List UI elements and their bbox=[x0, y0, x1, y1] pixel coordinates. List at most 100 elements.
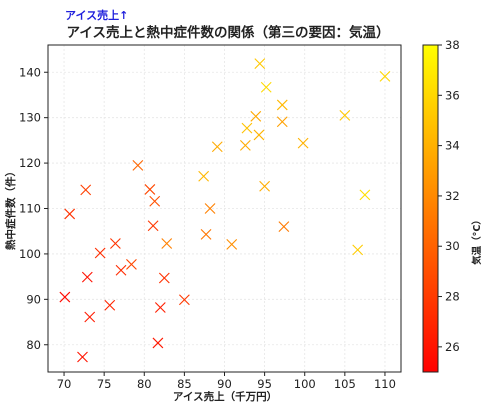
data-point bbox=[200, 228, 212, 240]
data-point bbox=[359, 189, 371, 201]
grid bbox=[48, 45, 401, 372]
point-stroke bbox=[253, 129, 265, 141]
y-tick-label: 130 bbox=[19, 111, 41, 125]
data-point bbox=[297, 137, 309, 149]
y-axis-ticks: 80 90 100 110 120 130 140 bbox=[19, 65, 48, 352]
colorbar-tick-label: 38 bbox=[445, 38, 460, 52]
point-stroke bbox=[276, 116, 288, 128]
data-point bbox=[241, 122, 253, 134]
point-stroke bbox=[359, 189, 371, 201]
data-point bbox=[278, 221, 290, 233]
data-point bbox=[152, 337, 164, 349]
colorbar-ticks: 26 28 30 32 34 36 38 bbox=[438, 38, 460, 354]
colorbar bbox=[422, 44, 439, 373]
x-tick-label: 100 bbox=[294, 377, 316, 391]
chart-annotation: アイス売上↑ bbox=[65, 8, 128, 22]
data-point bbox=[239, 139, 251, 151]
point-stroke bbox=[81, 271, 93, 283]
data-point bbox=[276, 99, 288, 111]
y-tick-label: 80 bbox=[26, 338, 41, 352]
point-stroke bbox=[152, 337, 164, 349]
y-tick-label: 110 bbox=[19, 202, 41, 216]
point-stroke bbox=[80, 184, 92, 196]
point-stroke bbox=[178, 294, 190, 306]
colorbar-tick-label: 26 bbox=[445, 340, 460, 354]
x-tick-label: 90 bbox=[217, 377, 232, 391]
point-stroke bbox=[77, 351, 88, 363]
data-point bbox=[149, 195, 161, 207]
data-point bbox=[226, 238, 238, 250]
point-stroke bbox=[104, 299, 116, 311]
point-stroke bbox=[144, 184, 156, 195]
data-point bbox=[161, 238, 173, 249]
data-point bbox=[204, 203, 216, 214]
data-point bbox=[276, 116, 288, 128]
point-stroke bbox=[339, 110, 351, 121]
data-point bbox=[254, 58, 266, 70]
y-tick-label: 140 bbox=[19, 65, 41, 79]
point-stroke bbox=[200, 228, 212, 240]
y-tick-label: 90 bbox=[26, 292, 41, 306]
point-stroke bbox=[59, 291, 71, 303]
point-stroke bbox=[211, 141, 223, 153]
point-stroke bbox=[115, 264, 127, 276]
data-point bbox=[260, 81, 272, 93]
point-stroke bbox=[64, 208, 76, 220]
data-point bbox=[379, 70, 391, 82]
data-point bbox=[132, 159, 144, 171]
data-point bbox=[352, 244, 364, 256]
data-point bbox=[339, 110, 351, 121]
colorbar-tick-label: 32 bbox=[445, 189, 460, 203]
point-stroke bbox=[84, 311, 96, 323]
point-stroke bbox=[278, 221, 290, 233]
y-tick-label: 100 bbox=[19, 247, 41, 261]
data-point bbox=[211, 141, 223, 153]
colorbar-tick-label: 30 bbox=[445, 239, 460, 253]
point-stroke bbox=[94, 247, 106, 259]
x-tick-label: 110 bbox=[374, 377, 396, 391]
data-point bbox=[198, 170, 210, 182]
x-axis-label: アイス売上（千万円） bbox=[173, 390, 277, 403]
x-axis-ticks: 70 75 80 85 90 95 100 105 110 bbox=[57, 372, 396, 391]
x-tick-label: 85 bbox=[177, 377, 192, 391]
x-tick-label: 95 bbox=[257, 377, 272, 391]
colorbar-tick-label: 34 bbox=[445, 139, 460, 153]
point-stroke bbox=[226, 238, 238, 250]
point-stroke bbox=[161, 238, 173, 249]
data-point bbox=[77, 351, 88, 363]
point-stroke bbox=[297, 137, 309, 149]
point-stroke bbox=[260, 81, 272, 93]
data-point bbox=[158, 272, 170, 284]
colorbar-tick-label: 28 bbox=[445, 290, 460, 304]
point-stroke bbox=[149, 195, 161, 207]
data-point bbox=[253, 129, 265, 141]
data-point bbox=[154, 302, 166, 313]
point-stroke bbox=[158, 272, 170, 284]
x-tick-label: 80 bbox=[137, 377, 152, 391]
point-stroke bbox=[352, 244, 364, 256]
chart-title: アイス売上と熱中症件数の関係（第三の要因：気温） bbox=[67, 24, 390, 41]
data-point bbox=[115, 264, 127, 276]
point-stroke bbox=[254, 58, 266, 70]
data-point bbox=[250, 110, 262, 122]
data-point bbox=[126, 258, 137, 270]
point-stroke bbox=[154, 302, 166, 313]
point-stroke bbox=[276, 99, 288, 111]
data-point bbox=[64, 208, 76, 220]
data-point bbox=[81, 271, 93, 283]
data-point bbox=[259, 180, 271, 192]
point-stroke bbox=[379, 70, 391, 82]
point-stroke bbox=[250, 110, 262, 122]
point-stroke bbox=[132, 159, 144, 171]
x-tick-label: 105 bbox=[334, 377, 356, 391]
data-points bbox=[59, 58, 391, 363]
data-point bbox=[144, 184, 156, 195]
data-point bbox=[80, 184, 92, 196]
colorbar-label: 気温（°C） bbox=[471, 215, 483, 265]
x-tick-label: 70 bbox=[57, 377, 72, 391]
y-axis-label: 熱中症件数（件） bbox=[4, 166, 17, 250]
data-point bbox=[110, 238, 121, 249]
point-stroke bbox=[239, 139, 251, 151]
point-stroke bbox=[110, 238, 121, 249]
y-tick-label: 120 bbox=[19, 156, 41, 170]
